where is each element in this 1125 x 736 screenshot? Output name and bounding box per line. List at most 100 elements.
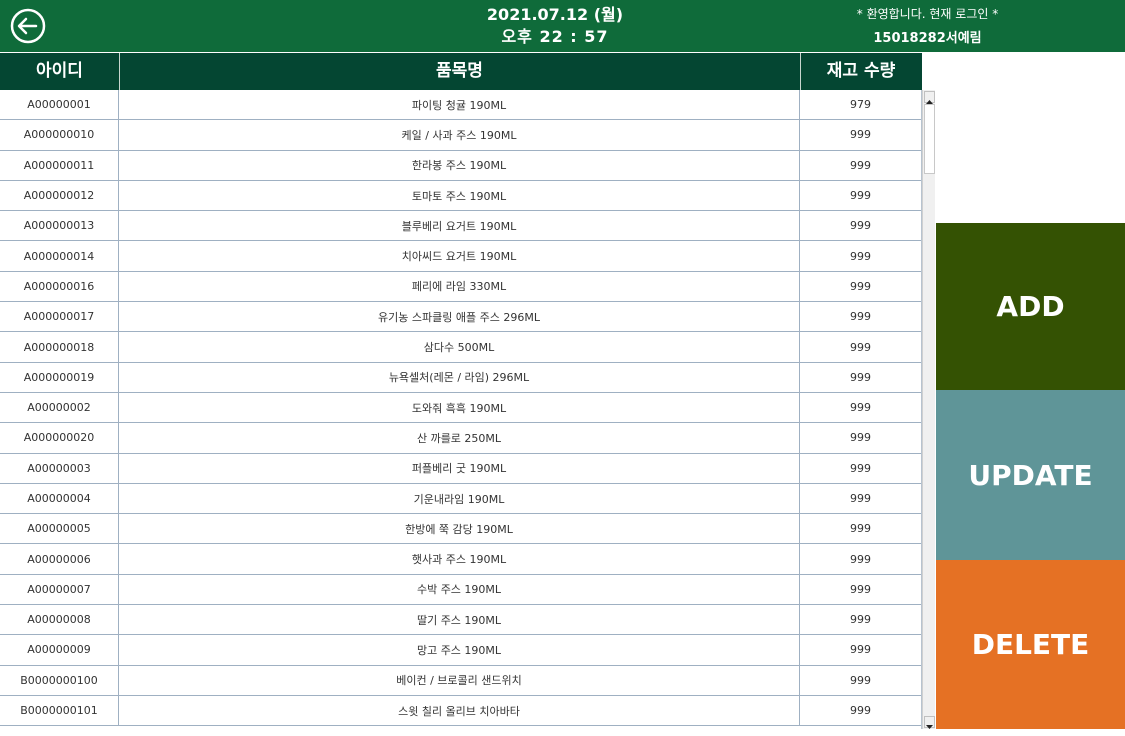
cell-id: A000000016 — [0, 271, 119, 302]
cell-name: 블루베리 요거트 190ML — [119, 211, 800, 241]
cell-id: A000000018 — [0, 332, 119, 362]
table-row[interactable]: A000000013 블루베리 요거트 190ML 999 — [0, 211, 921, 242]
cell-qty: 999 — [850, 613, 871, 627]
cell-qty: 999 — [850, 401, 871, 415]
table-row[interactable]: A00000002 도와줘 흑흑 190ML 999 — [0, 392, 921, 424]
table-row[interactable]: A000000019 뉴욕셀처(레몬 / 라임) 296ML 999 — [0, 362, 921, 393]
table-row[interactable]: A00000007 수박 주스 190ML 999 — [0, 574, 921, 606]
cell-qty: 999 — [850, 249, 871, 263]
cell-id: A00000006 — [0, 544, 119, 574]
update-button[interactable]: UPDATE — [936, 390, 1125, 560]
user-label: 15018282서예림 — [873, 31, 982, 46]
table-row[interactable]: A00000006 햇사과 주스 190ML 999 — [0, 544, 921, 575]
table-header: 아이디 품목명 재고 수량 — [0, 53, 922, 90]
cell-name: 산 까를로 250ML — [119, 423, 800, 453]
table-row[interactable]: A00000008 딸기 주스 190ML 999 — [0, 605, 921, 636]
cell-id: A000000013 — [0, 211, 119, 241]
table-row[interactable]: A000000011 한라봉 주스 190ML 999 — [0, 150, 921, 181]
cell-id: A000000019 — [0, 362, 119, 392]
cell-name: 케일 / 사과 주스 190ML — [119, 120, 800, 150]
time-label: 오후 22 : 57 — [501, 27, 609, 46]
cell-name: 파이팅 청귤 190ML — [119, 90, 800, 120]
column-header-qty[interactable]: 재고 수량 — [826, 61, 896, 81]
cell-name: 삼다수 500ML — [119, 332, 800, 362]
cell-name: 뉴욕셀처(레몬 / 라임) 296ML — [119, 362, 800, 392]
cell-qty: 999 — [850, 492, 871, 505]
table-row[interactable]: A00000009 망고 주스 190ML 999 — [0, 635, 921, 666]
cell-name: 햇사과 주스 190ML — [119, 544, 800, 574]
triangle-up-icon — [926, 100, 933, 104]
delete-button[interactable]: DELETE — [936, 560, 1125, 729]
table-row[interactable]: A000000010 케일 / 사과 주스 190ML 999 — [0, 120, 921, 151]
cell-name: 망고 주스 190ML — [119, 635, 800, 665]
cell-id: B0000000101 — [0, 695, 119, 726]
cell-qty: 999 — [850, 552, 871, 566]
scroll-thumb[interactable] — [924, 104, 935, 174]
cell-qty: 979 — [850, 98, 871, 112]
arrow-left-circle-icon[interactable] — [10, 8, 46, 44]
table-row[interactable]: A00000005 한방에 쭉 감당 190ML 999 — [0, 514, 921, 545]
cell-name: 도와줘 흑흑 190ML — [119, 392, 800, 423]
table-row[interactable]: A000000016 페리에 라임 330ML 999 — [0, 271, 921, 303]
table-row[interactable]: A00000004 기운내라임 190ML 999 — [0, 483, 921, 515]
cell-id: A000000012 — [0, 180, 119, 211]
table-row[interactable]: A000000018 삼다수 500ML 999 — [0, 332, 921, 363]
table-row[interactable]: A000000017 유기농 스파클링 애플 주스 296ML 999 — [0, 302, 921, 333]
cell-name: 치아씨드 요거트 190ML — [119, 241, 800, 271]
cell-name: 딸기 주스 190ML — [119, 605, 800, 635]
cell-qty: 999 — [850, 643, 871, 657]
cell-qty: 999 — [850, 673, 871, 687]
table-row[interactable]: A000000014 치아씨드 요거트 190ML 999 — [0, 241, 921, 272]
table-row[interactable]: A000000012 토마토 주스 190ML 999 — [0, 180, 921, 212]
datetime: 2021.07.12 (월) 오후 22 : 57 — [455, 4, 655, 48]
cell-qty: 999 — [850, 279, 871, 293]
top-bar: 2021.07.12 (월) 오후 22 : 57 * 환영합니다. 현재 로그… — [0, 0, 1125, 52]
cell-id: A00000007 — [0, 574, 119, 605]
cell-qty: 999 — [850, 189, 871, 203]
cell-qty: 999 — [850, 461, 871, 475]
cell-qty: 999 — [850, 704, 871, 718]
cell-id: A00000003 — [0, 453, 119, 483]
scroll-down-button[interactable] — [924, 716, 935, 729]
column-header-name[interactable]: 품목명 — [119, 53, 801, 90]
date-label: 2021.07.12 (월) — [486, 5, 624, 24]
cell-qty: 999 — [850, 370, 871, 384]
table-row[interactable]: B0000000100 베이컨 / 브로콜리 샌드위치 999 — [0, 665, 921, 696]
table-row[interactable]: A00000001 파이팅 청귤 190ML 979 — [0, 90, 921, 121]
cell-id: A000000011 — [0, 150, 119, 180]
inventory-table: 아이디 품목명 재고 수량 A00000001 파이팅 청귤 190ML 979 A0… — [0, 53, 935, 729]
scroll-up-button[interactable] — [924, 91, 935, 104]
cell-qty: 999 — [850, 219, 871, 233]
cell-name: 베이컨 / 브로콜리 샌드위치 — [119, 665, 800, 695]
add-button[interactable]: ADD — [936, 223, 1125, 390]
cell-name: 스윗 칠리 올리브 치아바타 — [119, 695, 800, 726]
cell-id: A000000010 — [0, 120, 119, 150]
table-row[interactable]: A00000003 퍼플베리 굿 190ML 999 — [0, 453, 921, 484]
cell-name: 기운내라임 190ML — [119, 483, 800, 514]
table-row[interactable]: B0000000101 스윗 칠리 올리브 치아바타 999 — [0, 695, 921, 727]
cell-qty: 999 — [850, 522, 871, 536]
cell-name: 한방에 쭉 감당 190ML — [119, 514, 800, 544]
cell-id: B0000000100 — [0, 665, 119, 695]
cell-name: 토마토 주스 190ML — [119, 180, 800, 211]
cell-name: 수박 주스 190ML — [119, 574, 800, 605]
cell-qty: 999 — [850, 158, 871, 172]
table-body: A00000001 파이팅 청귤 190ML 979 A000000010 케일 / 사… — [0, 90, 922, 729]
cell-name: 페리에 라임 330ML — [119, 271, 800, 302]
cell-id: A00000008 — [0, 605, 119, 635]
cell-qty: 999 — [850, 310, 871, 324]
column-header-id[interactable]: 아이디 — [0, 53, 120, 90]
cell-id: A00000005 — [0, 514, 119, 544]
table-row[interactable]: A000000020 산 까를로 250ML 999 — [0, 423, 921, 454]
cell-id: A000000017 — [0, 302, 119, 332]
vertical-scrollbar[interactable] — [922, 90, 935, 729]
cell-qty: 999 — [850, 128, 871, 142]
cell-id: A00000004 — [0, 483, 119, 514]
cell-qty: 999 — [850, 340, 871, 354]
welcome-label: * 환영합니다. 현재 로그인 * — [856, 7, 999, 21]
cell-name: 퍼플베리 굿 190ML — [119, 453, 800, 483]
cell-name: 한라봉 주스 190ML — [119, 150, 800, 180]
cell-id: A00000009 — [0, 635, 119, 665]
cell-qty: 999 — [850, 582, 871, 596]
triangle-down-icon — [926, 725, 933, 729]
